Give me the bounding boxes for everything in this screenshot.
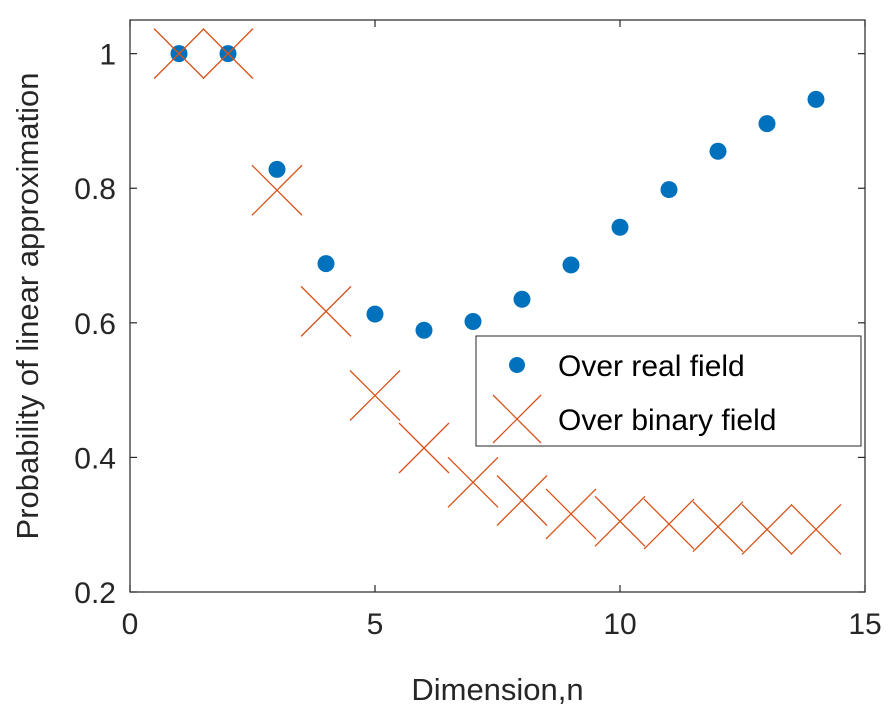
data-point <box>692 501 744 553</box>
x-axis-label: Dimension,n <box>411 672 583 706</box>
data-point <box>317 255 335 273</box>
data-point <box>545 488 597 540</box>
legend-label-binary-field: Over binary field <box>558 404 776 437</box>
data-point <box>349 370 401 421</box>
data-point <box>202 28 254 80</box>
series-layer <box>153 28 842 555</box>
plot-frame <box>129 19 866 593</box>
y-axis-label: Probability of linear approximation <box>10 73 45 540</box>
y-tick-label: 0.2 <box>74 577 116 610</box>
data-point <box>398 422 450 474</box>
y-tick-label: 1 <box>99 39 116 72</box>
x-tick-label: 15 <box>848 608 881 641</box>
data-point <box>153 28 205 80</box>
data-point <box>758 115 776 133</box>
data-point <box>709 142 727 160</box>
legend[interactable]: Over real field Over binary field <box>475 335 862 447</box>
data-point <box>447 456 499 508</box>
data-point <box>660 181 678 199</box>
legend-box <box>475 335 862 447</box>
x-tick-label: 0 <box>122 608 139 641</box>
ticks-layer <box>129 20 866 593</box>
legend-marker-binary-field <box>492 394 542 444</box>
data-point <box>790 503 842 555</box>
x-tick-label: 10 <box>603 608 636 641</box>
plot-area <box>130 20 865 592</box>
data-point <box>513 290 531 308</box>
y-tick-label: 0.4 <box>74 442 116 475</box>
data-point <box>300 285 352 337</box>
legend-marker-real-field <box>509 357 525 373</box>
data-point <box>807 90 825 108</box>
data-point <box>643 498 695 550</box>
data-point <box>562 256 580 274</box>
series-binary-field <box>153 28 842 555</box>
data-point <box>366 305 384 323</box>
y-tick-label: 0.6 <box>74 308 116 341</box>
y-tick-label: 0.8 <box>74 173 116 206</box>
data-point <box>594 495 646 547</box>
data-point <box>251 164 303 216</box>
tick-labels-layer: 0 5 10 15 0.2 0.4 0.6 0.8 1 <box>74 39 881 641</box>
data-point <box>268 160 286 178</box>
data-point <box>611 218 629 236</box>
data-point <box>415 321 433 339</box>
data-point <box>464 312 482 330</box>
x-tick-label: 5 <box>367 608 384 641</box>
data-point <box>741 503 793 555</box>
legend-label-real-field: Over real field <box>558 350 745 383</box>
data-point <box>496 475 548 526</box>
